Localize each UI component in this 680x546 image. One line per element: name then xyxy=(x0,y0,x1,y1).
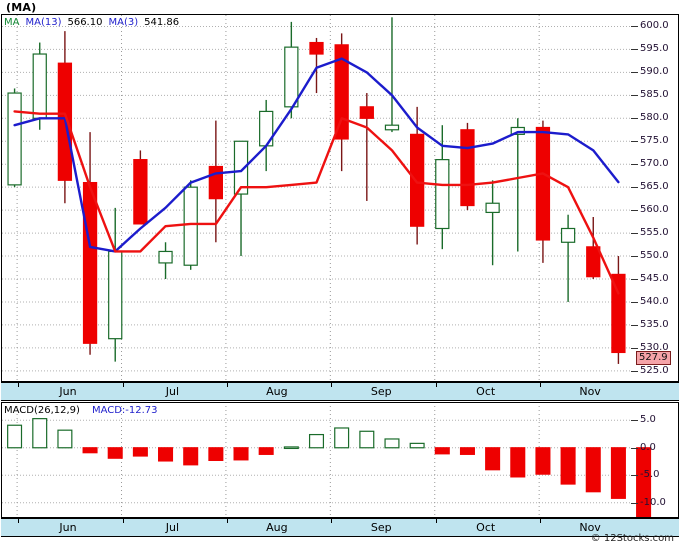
month-tick-mark xyxy=(122,519,124,523)
macd-value: MACD:-12.73 xyxy=(91,405,158,416)
macd-plot xyxy=(2,406,652,517)
month-tick-oct: Oct xyxy=(476,521,496,534)
macd-y-tick-mark xyxy=(631,502,638,504)
macd-y-tick-label: -10.0 xyxy=(640,496,666,508)
macd-y-tick-mark xyxy=(631,447,638,449)
price-y-tick-mark xyxy=(631,210,638,212)
macd-y-tick-mark xyxy=(631,420,638,422)
legend-ma-short-label: MA(3) xyxy=(108,17,139,28)
month-tick-mark xyxy=(226,519,228,523)
price-y-tick-label: 560.0 xyxy=(640,204,669,216)
price-plot xyxy=(2,15,631,380)
month-tick-mark xyxy=(540,519,542,523)
last-price-tag: 527.9 xyxy=(636,350,671,365)
macd-y-tick-label: 5.0 xyxy=(640,414,656,426)
price-y-tick-label: 550.0 xyxy=(640,250,669,262)
price-y-tick-mark xyxy=(631,301,638,303)
price-y-tick-label: 545.0 xyxy=(640,272,669,284)
month-tick-sep: Sep xyxy=(370,521,392,534)
price-y-tick-mark xyxy=(631,278,638,280)
macd-y-tick-mark xyxy=(631,475,638,477)
macd-label: MACD(26,12,9) xyxy=(4,405,80,416)
price-y-tick-label: 600.0 xyxy=(640,20,669,32)
month-tick-jun: Jun xyxy=(59,521,77,534)
month-tick-mark xyxy=(331,383,333,387)
month-tick-nov: Nov xyxy=(579,521,601,534)
price-y-tick-mark xyxy=(631,95,638,97)
price-y-tick-mark xyxy=(631,370,638,372)
month-tick-mark xyxy=(18,519,20,523)
price-y-tick-label: 535.0 xyxy=(640,318,669,330)
month-tick-nov: Nov xyxy=(579,385,601,398)
price-y-tick-mark xyxy=(631,187,638,189)
legend-ma-long-label: MA(13) xyxy=(25,17,62,28)
macd-legend: MACD(26,12,9) MACD:-12.73 xyxy=(4,405,158,416)
price-y-tick-label: 570.0 xyxy=(640,158,669,170)
month-tick-mark xyxy=(540,383,542,387)
month-tick-sep: Sep xyxy=(370,385,392,398)
price-y-tick-mark xyxy=(631,72,638,74)
price-y-tick-mark xyxy=(631,256,638,258)
price-y-tick-label: 530.0 xyxy=(640,341,669,353)
legend-symbol: MA xyxy=(4,17,20,28)
price-y-tick-label: 590.0 xyxy=(640,66,669,78)
price-y-tick-mark xyxy=(631,164,638,166)
month-tick-mark xyxy=(331,519,333,523)
legend-ma-long-value: 566.10 xyxy=(67,17,103,28)
macd-y-tick-label: 0.0 xyxy=(640,441,656,453)
price-y-tick-mark xyxy=(631,347,638,349)
macd-panel xyxy=(1,402,679,518)
price-y-tick-mark xyxy=(631,118,638,120)
month-tick-aug: Aug xyxy=(266,521,288,534)
chart-title: (MA) xyxy=(6,1,37,14)
month-axis-price: Jun Jul Aug Sep Oct Nov xyxy=(1,382,679,401)
month-tick-jun: Jun xyxy=(59,385,77,398)
month-tick-oct: Oct xyxy=(476,385,496,398)
month-tick-mark xyxy=(18,383,20,387)
price-y-tick-mark xyxy=(631,26,638,28)
macd-y-tick-label: -5.0 xyxy=(640,469,660,481)
price-panel xyxy=(1,14,679,382)
price-y-tick-label: 585.0 xyxy=(640,89,669,101)
price-y-tick-label: 565.0 xyxy=(640,181,669,193)
price-y-tick-label: 580.0 xyxy=(640,112,669,124)
month-tick-mark xyxy=(122,383,124,387)
price-y-tick-mark xyxy=(631,324,638,326)
month-tick-jul: Jul xyxy=(165,385,180,398)
month-tick-aug: Aug xyxy=(266,385,288,398)
legend-ma-short-value: 541.86 xyxy=(144,17,180,28)
price-y-tick-mark xyxy=(631,49,638,51)
price-y-tick-mark xyxy=(631,233,638,235)
copyright-notice: © 12Stocks.com xyxy=(590,533,674,544)
price-y-tick-label: 540.0 xyxy=(640,295,669,307)
price-y-tick-label: 555.0 xyxy=(640,227,669,239)
month-axis-macd: Jun Jul Aug Sep Oct Nov xyxy=(1,518,679,537)
month-tick-mark xyxy=(226,383,228,387)
month-tick-jul: Jul xyxy=(165,521,180,534)
price-y-tick-label: 525.0 xyxy=(640,364,669,376)
price-y-tick-label: 575.0 xyxy=(640,135,669,147)
price-y-tick-label: 595.0 xyxy=(640,43,669,55)
month-tick-mark xyxy=(435,383,437,387)
price-legend: MA MA(13) 566.10 MA(3) 541.86 xyxy=(4,17,179,28)
price-y-tick-mark xyxy=(631,141,638,143)
month-tick-mark xyxy=(435,519,437,523)
